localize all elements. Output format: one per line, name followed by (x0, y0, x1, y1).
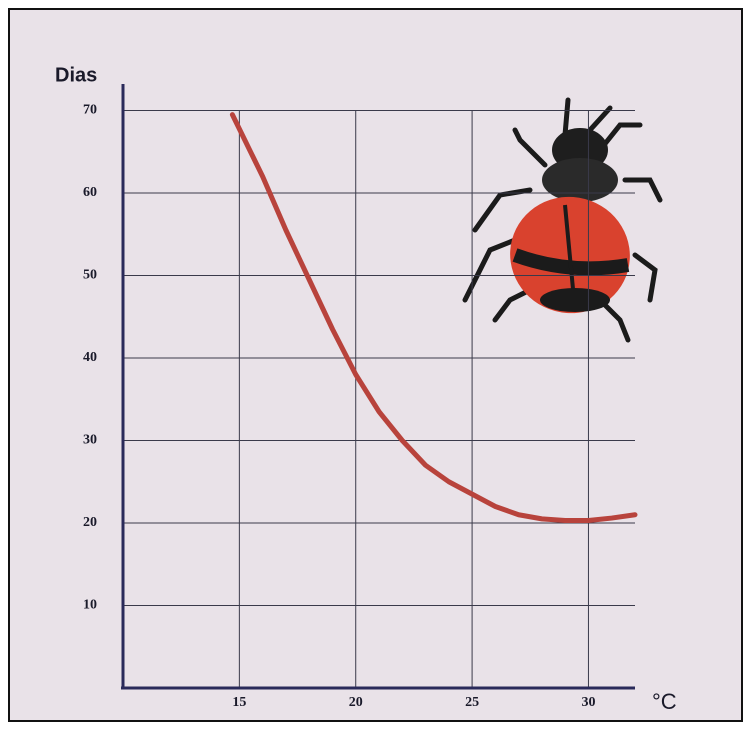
y-tick-label: 10 (83, 598, 97, 613)
x-tick-label: 25 (465, 695, 479, 710)
y-tick-label: 60 (83, 185, 97, 200)
y-axis-label: Dias (55, 64, 97, 86)
data-line (229, 112, 638, 524)
x-tick-label: 20 (349, 695, 363, 710)
y-tick-label: 70 (83, 103, 97, 118)
y-tick-label: 30 (83, 433, 97, 448)
y-tick-label: 50 (83, 268, 97, 283)
x-tick-label: 15 (232, 695, 246, 710)
y-tick-label: 20 (83, 515, 97, 530)
y-tick-label: 40 (83, 350, 97, 365)
x-axis-label: °C (652, 689, 677, 714)
frame (8, 8, 743, 722)
x-tick-label: 30 (581, 695, 595, 710)
beetle-illustration (462, 97, 663, 343)
